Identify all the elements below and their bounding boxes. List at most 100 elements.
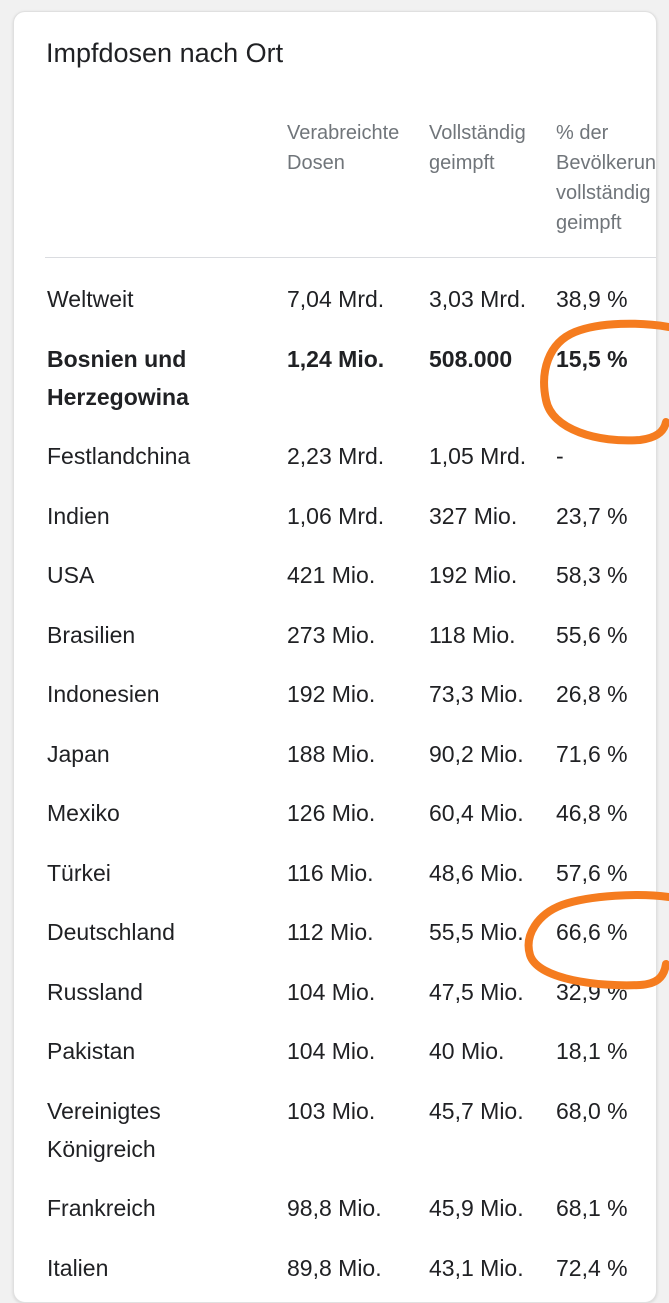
location-name: Russland — [47, 973, 272, 1011]
location-name-line: Indonesien — [47, 675, 272, 713]
fully-vaccinated-value: 90,2 Mio. — [429, 735, 524, 773]
percent-value: 68,0 % — [556, 1092, 628, 1130]
doses-value: 103 Mio. — [287, 1092, 375, 1130]
doses-value: 1,24 Mio. — [287, 340, 384, 378]
doses-value: 273 Mio. — [287, 616, 375, 654]
location-name-line: Japan — [47, 735, 272, 773]
location-name-line: Italien — [47, 1249, 272, 1287]
table-row[interactable]: Weltweit 7,04 Mrd. 3,03 Mrd. 38,9 % — [14, 280, 656, 340]
column-header-fully-line: Vollständig — [429, 118, 526, 148]
table-row[interactable]: Japan 188 Mio. 90,2 Mio. 71,6 % — [14, 735, 656, 795]
fully-vaccinated-value: 47,5 Mio. — [429, 973, 524, 1011]
column-header-percent-line: geimpft — [556, 208, 657, 238]
fully-vaccinated-value: 55,5 Mio. — [429, 913, 524, 951]
fully-vaccinated-value: 45,9 Mio. — [429, 1189, 524, 1227]
doses-value: 192 Mio. — [287, 675, 375, 713]
percent-value: 72,4 % — [556, 1249, 628, 1287]
column-header-percent: % der Bevölkerung vollständig geimpft — [556, 118, 657, 238]
location-name: Mexiko — [47, 794, 272, 832]
table-row[interactable]: Deutschland 112 Mio. 55,5 Mio. 66,6 % — [14, 913, 656, 973]
location-name-line: Indien — [47, 497, 272, 535]
column-header-percent-line: Bevölkerung — [556, 148, 657, 178]
percent-value: 55,6 % — [556, 616, 628, 654]
location-name: Festlandchina — [47, 437, 272, 475]
fully-vaccinated-value: 40 Mio. — [429, 1032, 504, 1070]
location-name-line: Türkei — [47, 854, 272, 892]
location-name: Frankreich — [47, 1189, 272, 1227]
table-row[interactable]: Frankreich 98,8 Mio. 45,9 Mio. 68,1 % — [14, 1189, 656, 1249]
doses-value: 126 Mio. — [287, 794, 375, 832]
percent-value: 68,1 % — [556, 1189, 628, 1227]
table-row[interactable]: Indonesien 192 Mio. 73,3 Mio. 26,8 % — [14, 675, 656, 735]
doses-value: 89,8 Mio. — [287, 1249, 382, 1287]
location-name-line: Pakistan — [47, 1032, 272, 1070]
location-name-line: Festlandchina — [47, 437, 272, 475]
doses-value: 104 Mio. — [287, 1032, 375, 1070]
percent-value: 15,5 % — [556, 340, 628, 378]
doses-value: 2,23 Mrd. — [287, 437, 384, 475]
fully-vaccinated-value: 73,3 Mio. — [429, 675, 524, 713]
fully-vaccinated-value: 327 Mio. — [429, 497, 517, 535]
percent-value: 71,6 % — [556, 735, 628, 773]
location-name: Brasilien — [47, 616, 272, 654]
percent-value: 38,9 % — [556, 280, 628, 318]
column-header-fully-line: geimpft — [429, 148, 526, 178]
location-name-line: Bosnien und — [47, 340, 272, 378]
table-row[interactable]: Italien 89,8 Mio. 43,1 Mio. 72,4 % — [14, 1249, 656, 1303]
location-name: Japan — [47, 735, 272, 773]
table-body: Weltweit 7,04 Mrd. 3,03 Mrd. 38,9 % Bosnien … — [14, 280, 656, 1303]
card-title: Impfdosen nach Ort — [46, 38, 283, 69]
location-name: USA — [47, 556, 272, 594]
fully-vaccinated-value: 3,03 Mrd. — [429, 280, 526, 318]
table-row[interactable]: Festlandchina 2,23 Mrd. 1,05 Mrd.- — [14, 437, 656, 497]
fully-vaccinated-value: 118 Mio. — [429, 616, 516, 654]
location-name: Weltweit — [47, 280, 272, 318]
location-name-line: Brasilien — [47, 616, 272, 654]
doses-value: 7,04 Mrd. — [287, 280, 384, 318]
doses-value: 104 Mio. — [287, 973, 375, 1011]
column-header-doses-line: Dosen — [287, 148, 399, 178]
doses-value: 112 Mio. — [287, 913, 374, 951]
location-name-line: Deutschland — [47, 913, 272, 951]
percent-value: 18,1 % — [556, 1032, 628, 1070]
location-name-line: Frankreich — [47, 1189, 272, 1227]
location-name: Deutschland — [47, 913, 272, 951]
doses-value: 1,06 Mrd. — [287, 497, 384, 535]
vaccination-card: Impfdosen nach Ort Verabreichte Dosen Vo… — [13, 11, 657, 1303]
location-name-line: Vereinigtes — [47, 1092, 272, 1130]
location-name-line: Königreich — [47, 1130, 272, 1168]
location-name: Indien — [47, 497, 272, 535]
column-header-percent-line: % der — [556, 118, 657, 148]
fully-vaccinated-value: 1,05 Mrd. — [429, 437, 526, 475]
percent-value: 58,3 % — [556, 556, 628, 594]
location-name-line: Russland — [47, 973, 272, 1011]
percent-value: 23,7 % — [556, 497, 628, 535]
percent-value: - — [556, 437, 564, 475]
fully-vaccinated-value: 48,6 Mio. — [429, 854, 524, 892]
doses-value: 98,8 Mio. — [287, 1189, 382, 1227]
fully-vaccinated-value: 508.000 — [429, 340, 512, 378]
location-name-line: Weltweit — [47, 280, 272, 318]
location-name: Italien — [47, 1249, 272, 1287]
doses-value: 116 Mio. — [287, 854, 374, 892]
percent-value: 66,6 % — [556, 913, 628, 951]
percent-value: 26,8 % — [556, 675, 628, 713]
fully-vaccinated-value: 192 Mio. — [429, 556, 517, 594]
location-name-line: Mexiko — [47, 794, 272, 832]
location-name: Pakistan — [47, 1032, 272, 1070]
location-name: Türkei — [47, 854, 272, 892]
table-row[interactable]: Indien 1,06 Mrd. 327 Mio. 23,7 % — [14, 497, 656, 557]
fully-vaccinated-value: 45,7 Mio. — [429, 1092, 524, 1130]
doses-value: 188 Mio. — [287, 735, 375, 773]
fully-vaccinated-value: 43,1 Mio. — [429, 1249, 524, 1287]
table-row[interactable]: Brasilien 273 Mio. 118 Mio. 55,6 % — [14, 616, 656, 676]
table-row[interactable]: Pakistan 104 Mio. 40 Mio. 18,1 % — [14, 1032, 656, 1092]
